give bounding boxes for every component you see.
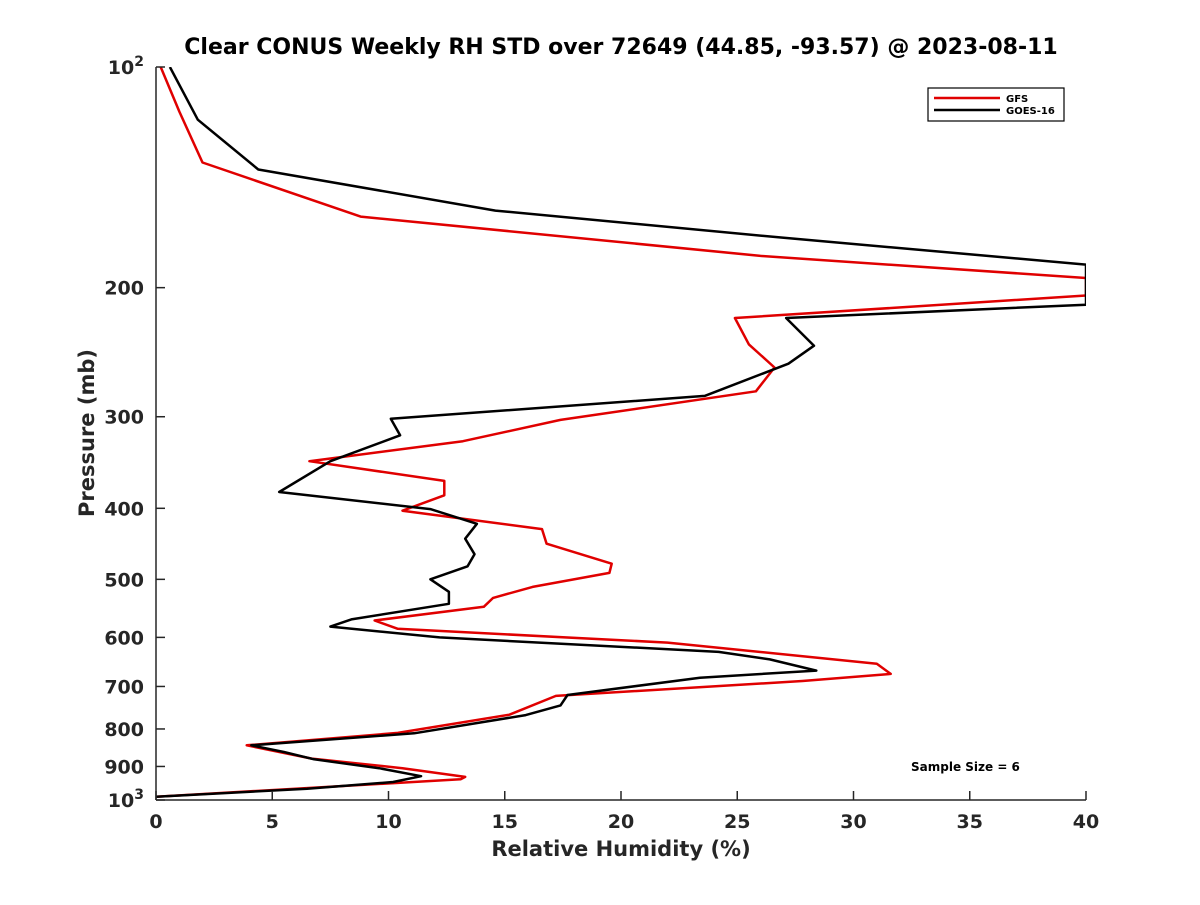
- series-layer: [156, 67, 1086, 799]
- axis-layer: [155, 66, 1087, 801]
- x-tick-label: 5: [266, 811, 279, 833]
- x-tick-label: 25: [724, 811, 750, 833]
- series-line-goes16: [156, 67, 1086, 799]
- x-tick-labels: 0 5 10 15 20 25 30 35 40: [149, 811, 1099, 833]
- y-tick-label: 900: [104, 756, 144, 778]
- y-axis-label: Pressure (mb): [75, 349, 99, 517]
- legend-label-goes16: GOES-16: [1006, 106, 1055, 117]
- chart-title: Clear CONUS Weekly RH STD over 72649 (44…: [184, 35, 1057, 60]
- y-tick-label: 700: [104, 676, 144, 698]
- x-tick-label: 10: [375, 811, 401, 833]
- legend-label-gfs: GFS: [1006, 94, 1028, 105]
- x-tick-label: 0: [149, 811, 162, 833]
- plot-area: [156, 67, 1086, 800]
- y-tick-label: 102: [108, 54, 144, 79]
- y-tick-label: 103: [108, 787, 144, 812]
- x-tick-label: 40: [1073, 811, 1099, 833]
- y-tick-label: 600: [104, 627, 144, 649]
- x-tick-label: 15: [492, 811, 518, 833]
- y-tick-label: 300: [104, 407, 144, 429]
- y-tick-labels: 102 200 300 400 500 600 700 800 900 103: [104, 54, 144, 812]
- y-tick-label: 800: [104, 719, 144, 741]
- x-axis-label: Relative Humidity (%): [491, 837, 750, 861]
- y-tick-label: 200: [104, 278, 144, 300]
- x-tick-label: 30: [840, 811, 866, 833]
- x-tick-label: 20: [608, 811, 634, 833]
- x-tick-label: 35: [957, 811, 983, 833]
- sample-size-annotation: Sample Size = 6: [911, 760, 1020, 774]
- y-tick-label: 500: [104, 569, 144, 591]
- y-tick-label: 400: [104, 498, 144, 520]
- legend-box: [927, 87, 1065, 122]
- legend: GFS GOES-16: [927, 87, 1065, 122]
